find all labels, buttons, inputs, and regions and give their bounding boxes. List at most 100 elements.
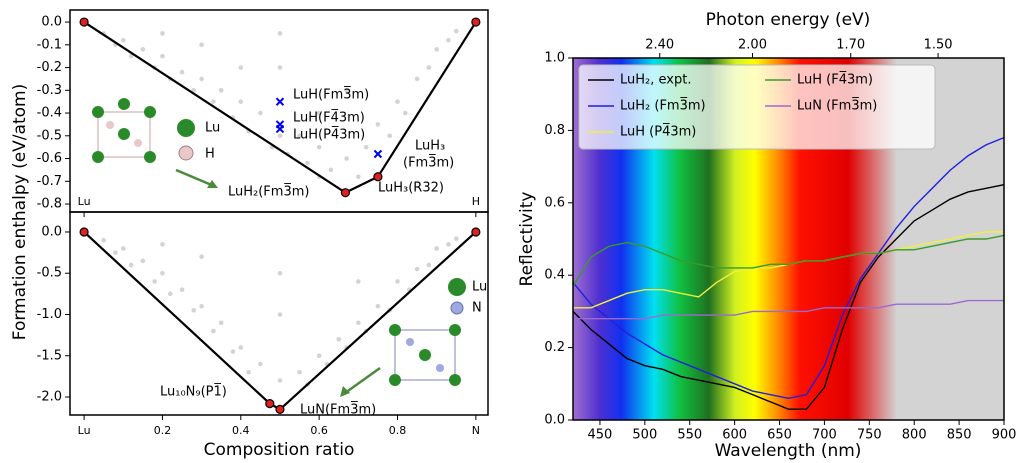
- structure-point: [160, 53, 165, 59]
- arrowhead: [340, 386, 350, 397]
- legend-atom: [178, 145, 194, 161]
- x-tick-label: Lu: [78, 424, 91, 437]
- x-axis-label: Composition ratio: [204, 440, 355, 460]
- structure-point: [363, 144, 369, 150]
- annotation: LuH(P4̅3m): [293, 126, 365, 142]
- y-tick-label: 0.6: [544, 195, 565, 210]
- structure-point: [160, 242, 165, 247]
- structure-point: [230, 349, 236, 354]
- atom: [449, 374, 461, 386]
- atom: [118, 98, 130, 110]
- y-tick-label: -1.0: [37, 307, 62, 322]
- y-axis-label: Reflectivity: [517, 192, 537, 287]
- atom: [144, 151, 156, 163]
- legend-label: LuH₂, expt.: [620, 73, 691, 88]
- x-tick-label: 450: [588, 428, 613, 443]
- structure-point: [258, 110, 263, 116]
- y-tick-label: -2.0: [37, 390, 62, 405]
- atom: [389, 374, 401, 386]
- structure-point: [199, 303, 204, 309]
- structure-point: [414, 76, 420, 82]
- x2-axis-label: Photon energy (eV): [706, 10, 871, 30]
- lu-h-crystal: [92, 98, 218, 188]
- x-tick-label: 0.2: [154, 424, 172, 437]
- y-tick-label: -0.4: [37, 106, 62, 121]
- inset-legend-label: H: [205, 147, 215, 162]
- corner-label: H: [472, 195, 480, 208]
- structure-point: [199, 42, 204, 48]
- annotation: LuH(Fm3̅m): [293, 86, 369, 102]
- structure-point: [328, 167, 334, 173]
- atom: [92, 106, 104, 118]
- x-tick-label: 900: [992, 428, 1017, 443]
- annotation: LuH₂(Fm3̅m): [228, 183, 309, 199]
- legend-label: LuH (P4̅3m): [620, 123, 696, 139]
- structure-point: [120, 246, 126, 251]
- y-tick-label: -0.3: [37, 83, 62, 98]
- y-tick-label: -0.5: [37, 266, 62, 281]
- structure-point: [191, 87, 197, 93]
- structure-point: [218, 87, 224, 93]
- legend-atom: [450, 301, 464, 315]
- structure-point: [395, 279, 400, 284]
- structure-point: [199, 76, 204, 82]
- inset-legend-label: Lu: [472, 280, 487, 295]
- atom: [134, 139, 142, 147]
- reflectivity-line: [572, 184, 1005, 410]
- structure-point: [246, 369, 251, 375]
- y-tick-label: -0.2: [37, 60, 62, 75]
- annotation: LuH₃(R32): [378, 181, 444, 196]
- metastable-point: [275, 97, 285, 106]
- x-tick-label: 750: [857, 428, 882, 443]
- structure-point: [426, 262, 432, 268]
- reflectivity-line: [572, 234, 1005, 287]
- y-tick-label: 0.0: [41, 15, 62, 30]
- y-tick-label: 0.4: [544, 268, 565, 283]
- structure-point: [120, 37, 126, 43]
- structure-point: [140, 47, 146, 52]
- stable-point: [275, 404, 285, 414]
- stable-point: [471, 17, 481, 27]
- structure-point: [434, 246, 439, 251]
- x-tick-label: 550: [677, 428, 702, 443]
- annotation: LuH₃: [415, 139, 445, 154]
- structure-point: [316, 353, 322, 359]
- legend-label: LuH (F4̅3m): [797, 71, 873, 87]
- structure-point: [258, 361, 263, 367]
- structure-point: [316, 110, 322, 116]
- structure-point: [446, 37, 451, 43]
- x2-tick-label: 2.40: [645, 38, 674, 53]
- structure-point: [152, 279, 157, 284]
- x-tick-label: 0.4: [232, 424, 250, 437]
- structure-point: [167, 291, 173, 297]
- structure-point: [238, 99, 244, 104]
- structure-point: [414, 266, 420, 272]
- structure-point: [128, 53, 134, 59]
- structure-point: [160, 270, 165, 276]
- structure-point: [356, 279, 361, 284]
- x-tick-label: 500: [632, 428, 657, 443]
- structure-point: [453, 28, 459, 34]
- structure-point: [218, 320, 224, 326]
- x-axis-label: Wavelength (nm): [715, 441, 862, 461]
- inset-legend-label: Lu: [205, 121, 220, 136]
- structure-point: [179, 287, 185, 293]
- structure-point: [305, 160, 310, 166]
- structure-point: [297, 369, 302, 375]
- x-tick-label: 800: [902, 428, 927, 443]
- structure-point: [446, 242, 451, 247]
- legend-atom: [448, 278, 466, 296]
- structure-point: [395, 99, 400, 104]
- y-tick-label: 0.0: [544, 413, 565, 428]
- structure-point: [211, 99, 216, 104]
- x-tick-label: 0.8: [389, 424, 407, 437]
- annotation: (Fm3̅m): [403, 154, 454, 170]
- structure-point: [277, 312, 283, 317]
- legend-atom: [177, 119, 195, 137]
- y-tick-label: -0.1: [37, 37, 62, 52]
- cell: [97, 111, 151, 158]
- y-tick-label: -0.6: [37, 151, 62, 166]
- x2-tick-label: 2.00: [738, 38, 767, 53]
- structure-point: [434, 47, 439, 52]
- stable-point: [79, 17, 89, 27]
